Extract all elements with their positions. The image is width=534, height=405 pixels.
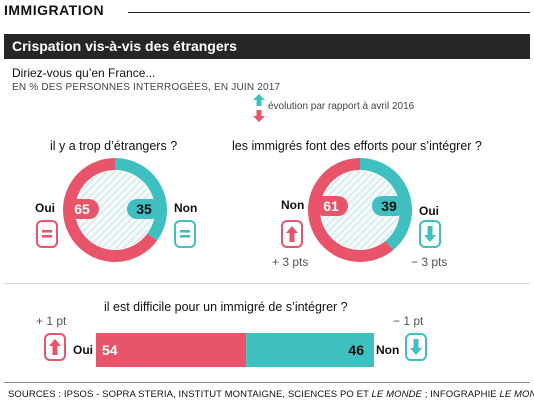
chart3-value-non: 46 bbox=[348, 342, 364, 358]
chart2-slice-oui bbox=[359, 158, 412, 251]
chart3-title: il est difficile pour un immigré de s’in… bbox=[104, 300, 348, 314]
chart1-oui-value-badge: 65 bbox=[65, 199, 99, 219]
chart3-oui-up-arrow-icon bbox=[44, 333, 66, 361]
chart2-oui-value: 39 bbox=[381, 198, 397, 214]
chart-subtitle: EN % DES PERSONNES INTERROGÉES, EN JUIN … bbox=[12, 82, 281, 93]
sources-text: SOURCES : IPSOS - SOPRA STERIA, INSTITUT… bbox=[8, 389, 372, 400]
chart2-slice-non bbox=[308, 158, 394, 262]
sources-credit: SOURCES : IPSOS - SOPRA STERIA, INSTITUT… bbox=[8, 389, 534, 400]
chart2-non-up-arrow-icon bbox=[281, 220, 303, 248]
evolution-legend-icon bbox=[253, 94, 265, 122]
chart2-oui-value-badge: 39 bbox=[372, 196, 406, 216]
chart2-title: les immigrés font des efforts pour s’int… bbox=[232, 139, 482, 153]
chart1-oui-equal-icon bbox=[36, 220, 58, 248]
rubric-label: IMMIGRATION bbox=[4, 2, 105, 18]
chart2-oui-change: − 3 pts bbox=[411, 255, 448, 269]
chart2-hatch bbox=[321, 171, 399, 249]
chart1-non-label: Non bbox=[174, 201, 198, 215]
chart-title: Crispation vis-à-vis des étrangers bbox=[12, 38, 237, 54]
chart3-non-down-arrow-icon bbox=[405, 333, 427, 361]
chart2-non-value-badge: 61 bbox=[314, 196, 348, 216]
evolution-legend-label: évolution par rapport à avril 2016 bbox=[268, 101, 415, 112]
chart3-oui-change: + 1 pt bbox=[36, 314, 67, 328]
sources-middle: ; INFOGRAPHIE bbox=[421, 389, 500, 400]
chart2-donut bbox=[308, 158, 412, 262]
chart1-non-value: 35 bbox=[136, 201, 152, 217]
footer-rule bbox=[4, 382, 530, 383]
chart3-value-oui: 54 bbox=[102, 342, 118, 358]
chart3-bar: 54 46 bbox=[96, 333, 374, 367]
chart3-non-change: − 1 pt bbox=[393, 314, 424, 328]
chart1-oui-label: Oui bbox=[35, 201, 55, 215]
section-divider bbox=[4, 283, 530, 284]
chart2-non-label: Non bbox=[281, 198, 305, 212]
chart1-hatch bbox=[76, 171, 154, 249]
chart1-donut bbox=[63, 158, 167, 262]
rubric-rule bbox=[128, 12, 530, 13]
chart3-oui-label: Oui bbox=[73, 343, 93, 357]
survey-question: Diriez-vous qu’en France... bbox=[12, 66, 156, 80]
infographie-le-monde: LE MONDE bbox=[499, 389, 534, 400]
chart2-non-value: 61 bbox=[323, 198, 339, 214]
chart1-slice-non bbox=[114, 158, 167, 241]
chart1-title: il y a trop d’étrangers ? bbox=[50, 139, 178, 153]
chart1-oui-value: 65 bbox=[74, 201, 90, 217]
chart3-bar-oui bbox=[96, 333, 247, 367]
chart1-non-value-badge: 35 bbox=[127, 199, 161, 219]
title-bar: Crispation vis-à-vis des étrangers bbox=[4, 34, 530, 59]
chart1-non-equal-icon bbox=[174, 220, 196, 248]
chart3-non-label: Non bbox=[376, 343, 400, 357]
chart1-slice-oui bbox=[63, 158, 158, 262]
chart2-non-change: + 3 pts bbox=[272, 255, 309, 269]
chart2-oui-label: Oui bbox=[419, 204, 439, 218]
chart2-oui-down-arrow-icon bbox=[419, 220, 441, 248]
chart3-bar-non bbox=[246, 333, 374, 367]
sources-le-monde: LE MONDE bbox=[371, 389, 422, 400]
